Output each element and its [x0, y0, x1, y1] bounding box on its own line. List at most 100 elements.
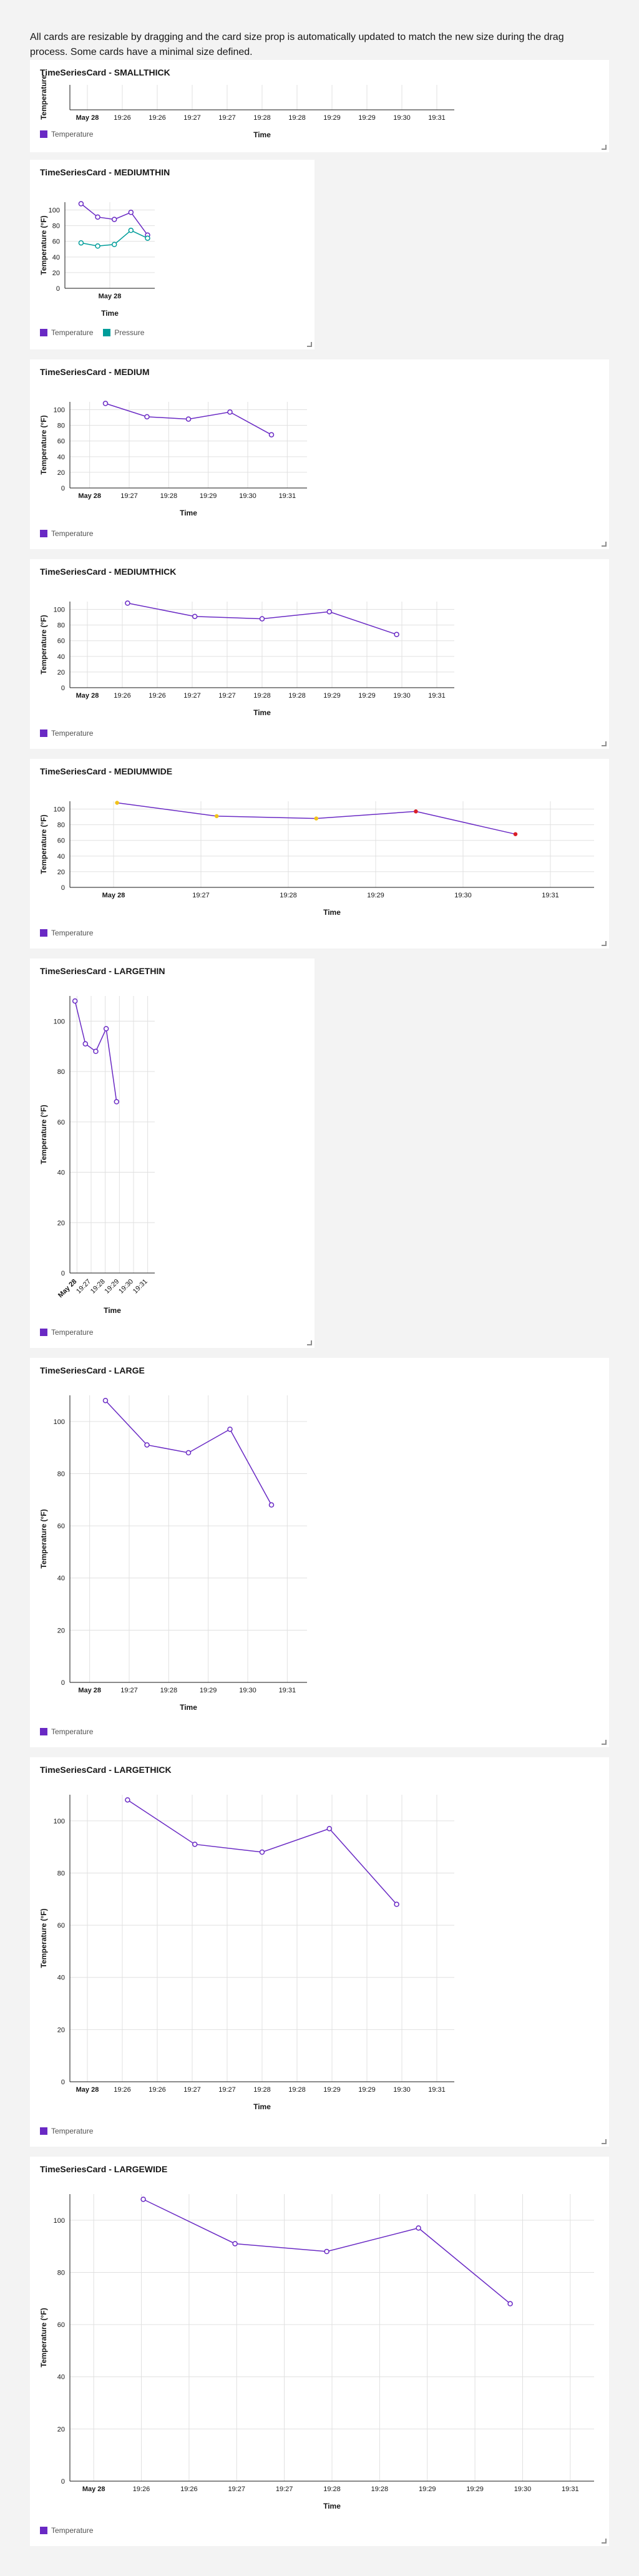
legend-item-temperature[interactable]: Temperature: [40, 729, 93, 738]
data-point: [259, 1849, 265, 1855]
y-tick-label: 100: [54, 1818, 65, 1825]
data-point: [114, 1099, 120, 1105]
resize-handle[interactable]: [602, 2539, 607, 2544]
data-point: [414, 809, 418, 814]
y-tick-label: 20: [57, 869, 65, 876]
line-chart: 0 20 40 60 80 100 May 28 19:27 19:28 19:29 19:30 19…: [39, 801, 594, 917]
chart-legend: Temperature: [40, 929, 93, 937]
y-axis-title: Temperature (°F): [39, 1908, 48, 1968]
legend-item-temperature[interactable]: Temperature: [40, 130, 93, 139]
card-large[interactable]: TimeSeriesCard - LARGE 0 20 40 60 80 100 May 28…: [30, 1358, 609, 1747]
data-point: [232, 2241, 238, 2247]
y-axis-title: Temperature (°F): [39, 215, 48, 275]
x-tick-label: May 28: [82, 2486, 105, 2493]
y-tick-label: 60: [57, 638, 65, 645]
x-tick-label: 19:28: [371, 2486, 389, 2493]
legend-item-pressure[interactable]: Pressure: [103, 328, 144, 337]
y-tick-label: 60: [57, 1922, 65, 1930]
legend-item-temperature[interactable]: Temperature: [40, 1328, 93, 1337]
x-tick-label: 19:31: [279, 492, 296, 500]
card-mediumthin[interactable]: TimeSeriesCard - MEDIUMTHIN 0 20 40 60 80 100 M…: [30, 160, 315, 349]
data-point: [93, 1048, 99, 1055]
card-title: TimeSeriesCard - MEDIUMTHICK: [40, 567, 177, 577]
resize-handle[interactable]: [602, 2139, 607, 2144]
y-tick-label: 20: [57, 1219, 65, 1227]
chart-legend: Temperature: [40, 529, 93, 538]
legend-swatch: [40, 130, 47, 138]
legend-item-temperature[interactable]: Temperature: [40, 1727, 93, 1736]
card-medium[interactable]: TimeSeriesCard - MEDIUM 0 20 40 60 80 100 May 2…: [30, 359, 609, 549]
y-tick-label: 0: [61, 485, 65, 492]
y-tick-label: 0: [61, 2079, 65, 2086]
x-tick-label: 19:31: [279, 1687, 296, 1694]
legend-swatch: [40, 2127, 47, 2135]
y-tick-label: 60: [57, 837, 65, 845]
legend-swatch: [103, 329, 111, 336]
y-tick-label: 80: [52, 223, 60, 230]
data-point: [185, 1450, 192, 1456]
resize-handle[interactable]: [602, 145, 607, 150]
x-tick-label: 19:31: [428, 114, 446, 122]
resize-handle[interactable]: [307, 342, 312, 347]
resize-handle[interactable]: [602, 1740, 607, 1745]
data-point: [192, 613, 198, 620]
line-chart: 0 20 40 60 80 100 May 28 19:27 19:28 19:29 19:30 19…: [39, 1395, 307, 1712]
y-tick-label: 20: [57, 2026, 65, 2034]
x-tick-label: 19:27: [192, 892, 210, 899]
data-point: [102, 1398, 109, 1403]
card-mediumwide[interactable]: TimeSeriesCard - MEDIUMWIDE 0 20 40 60 80 100 M…: [30, 759, 609, 949]
resize-handle[interactable]: [602, 542, 607, 547]
line-chart: 0 20 40 60 80 100 May 28 19:26 19:26 19:27 19:27 19…: [39, 600, 454, 717]
y-tick-label: 20: [57, 669, 65, 676]
card-largethin[interactable]: TimeSeriesCard - LARGETHIN 0 20 40 60 80 100 Ma…: [30, 959, 315, 1348]
data-point: [78, 240, 84, 246]
y-tick-label: 40: [57, 653, 65, 661]
x-tick-label: 19:27: [276, 2486, 293, 2493]
card-mediumthick[interactable]: TimeSeriesCard - MEDIUMTHICK 0 20 40 60 80 100…: [30, 559, 609, 749]
x-tick-label: 19:29: [323, 114, 341, 122]
y-axis-title: Temperature (°F): [39, 615, 48, 674]
line-chart: May 28 19:26 19:26 19:27 19:27 19:28 19:28 19:2…: [39, 75, 454, 139]
data-point: [125, 1797, 130, 1803]
chart-legend: Temperature: [40, 1328, 93, 1337]
card-smallthick[interactable]: TimeSeriesCard - SMALLTHICK May 28 19:26 19…: [30, 60, 609, 152]
x-axis-title: Time: [180, 1703, 197, 1712]
x-tick-label: 19:29: [323, 692, 341, 700]
y-tick-label: 80: [57, 1870, 65, 1877]
x-tick-label: 19:26: [149, 692, 166, 700]
legend-item-temperature[interactable]: Temperature: [40, 529, 93, 538]
y-tick-label: 100: [54, 806, 65, 814]
x-tick-label: May 28: [99, 293, 122, 300]
chart-legend: Temperature: [40, 1727, 93, 1736]
intro-text: All cards are resizable by dragging and …: [30, 32, 564, 57]
x-tick-label: May 28: [102, 892, 125, 899]
card-largethick[interactable]: TimeSeriesCard - LARGETHICK 0 20 40 60 80 100 M…: [30, 1757, 609, 2147]
y-tick-label: 60: [52, 238, 60, 246]
data-point: [111, 217, 117, 222]
x-tick-label: 19:27: [218, 2086, 236, 2094]
y-tick-label: 40: [57, 1974, 65, 1982]
legend-item-temperature[interactable]: Temperature: [40, 2526, 93, 2535]
legend-swatch: [40, 2527, 47, 2534]
data-point: [214, 814, 219, 819]
y-tick-label: 80: [57, 622, 65, 630]
data-point: [95, 243, 100, 249]
x-tick-label: May 28: [57, 1278, 78, 1299]
resize-handle[interactable]: [307, 1340, 312, 1345]
x-tick-label: 19:28: [288, 2086, 306, 2094]
x-tick-label: 19:28: [253, 692, 271, 700]
legend-label: Temperature: [51, 1727, 94, 1736]
x-tick-label: May 28: [76, 692, 99, 700]
legend-item-temperature[interactable]: Temperature: [40, 2127, 93, 2135]
resize-handle[interactable]: [602, 741, 607, 746]
x-tick-label: 19:29: [358, 2086, 376, 2094]
x-tick-label: 19:30: [454, 892, 472, 899]
x-tick-label: 19:30: [393, 114, 411, 122]
resize-handle[interactable]: [602, 941, 607, 946]
card-largewide[interactable]: TimeSeriesCard - LARGEWIDE 0 20 40 60 80 100 Ma…: [30, 2157, 609, 2546]
legend-item-temperature[interactable]: Temperature: [40, 328, 93, 337]
data-point: [227, 409, 233, 415]
legend-item-temperature[interactable]: Temperature: [40, 929, 93, 937]
x-tick-label: 19:28: [160, 1687, 178, 1694]
x-tick-label: 19:27: [183, 2086, 201, 2094]
